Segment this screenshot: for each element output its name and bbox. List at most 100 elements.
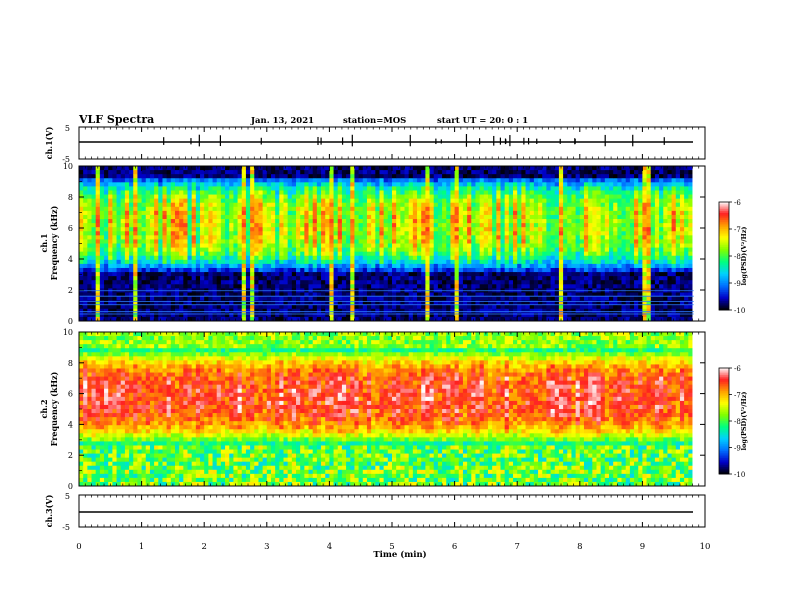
spectrogram-cell bbox=[558, 210, 564, 216]
spectrogram-cell bbox=[487, 243, 493, 248]
spectrogram-cell bbox=[496, 178, 501, 183]
spectrogram-cell bbox=[362, 223, 368, 228]
spectrogram-cell bbox=[588, 194, 593, 200]
spectrogram-cell bbox=[513, 186, 518, 191]
spectrogram-cell bbox=[195, 186, 201, 191]
spectrogram-cell bbox=[579, 174, 585, 179]
spectrogram-cell bbox=[404, 198, 410, 204]
spectrogram-cell bbox=[546, 280, 551, 285]
spectrogram-cell bbox=[425, 239, 430, 244]
spectrogram-cell bbox=[500, 312, 506, 318]
spectrogram-cell bbox=[283, 210, 289, 216]
spectrogram-cell bbox=[371, 198, 376, 204]
spectrogram-cell bbox=[279, 227, 284, 232]
spectrogram-cell bbox=[454, 219, 460, 224]
spectrogram-cell bbox=[421, 267, 426, 273]
spectrogram-cell bbox=[379, 300, 385, 306]
spectrogram-cell bbox=[270, 304, 276, 310]
spectrogram-cell bbox=[354, 308, 360, 314]
spectrogram-cell bbox=[166, 251, 172, 257]
spectrogram-cell bbox=[241, 247, 247, 253]
spectrogram-cell bbox=[421, 272, 426, 277]
spectrogram-cell bbox=[425, 255, 430, 261]
spectrogram-cell bbox=[442, 251, 447, 257]
spectrogram-cell bbox=[254, 190, 259, 195]
spectrogram-cell bbox=[216, 170, 222, 175]
spectrogram-cell bbox=[120, 174, 126, 179]
spectrogram-cell bbox=[179, 316, 184, 322]
spectrogram-cell bbox=[133, 259, 138, 265]
spectrogram-cell bbox=[487, 194, 493, 200]
spectrogram-cell bbox=[471, 276, 476, 281]
spectrogram-cell bbox=[129, 174, 134, 179]
spectrogram-cell bbox=[525, 202, 531, 208]
spectrogram-cell bbox=[588, 251, 593, 257]
spectrogram-cell bbox=[467, 186, 472, 191]
spectrogram-cell bbox=[400, 198, 405, 204]
spectrogram-cell bbox=[200, 174, 205, 179]
spectrogram-cell bbox=[396, 267, 401, 273]
spectrogram-cell bbox=[596, 219, 602, 224]
spectrogram-cell bbox=[291, 296, 297, 302]
spectrogram-cell bbox=[325, 178, 330, 183]
spectrogram-cell bbox=[337, 206, 343, 212]
spectrogram-cell bbox=[529, 284, 535, 289]
spectrogram-cell bbox=[513, 267, 518, 273]
spectrogram-cell bbox=[216, 223, 222, 228]
spectrogram-cell bbox=[279, 194, 284, 200]
spectrogram-cell bbox=[108, 239, 113, 244]
spectrogram-cell bbox=[99, 174, 105, 179]
spectrogram-cell bbox=[425, 263, 430, 269]
spectrogram-cell bbox=[154, 247, 159, 253]
spectrogram-cell bbox=[183, 174, 188, 179]
spectrogram-cell bbox=[550, 312, 556, 318]
spectrogram-cell bbox=[479, 247, 485, 253]
spectrogram-cell bbox=[513, 206, 518, 212]
spectrogram-cell bbox=[266, 251, 272, 257]
spectrogram-cell bbox=[262, 308, 268, 314]
spectrogram-cell bbox=[350, 304, 355, 310]
spectrogram-cell bbox=[312, 239, 318, 244]
spectrogram-cell bbox=[533, 219, 539, 224]
spectrogram-cell bbox=[283, 263, 289, 269]
spectrogram-cell bbox=[174, 284, 180, 289]
spectrogram-cell bbox=[346, 170, 351, 175]
spectrogram-cell bbox=[471, 263, 476, 269]
spectrogram-cell bbox=[575, 300, 581, 306]
spectrogram-cell bbox=[116, 231, 122, 236]
spectrogram-cell bbox=[258, 202, 264, 208]
spectrogram-cell bbox=[475, 166, 481, 171]
spectrogram-cell bbox=[383, 284, 389, 289]
spectrogram-cell bbox=[129, 263, 134, 269]
spectrogram-cell bbox=[404, 214, 410, 220]
spectrogram-cell bbox=[596, 182, 602, 187]
spectrogram-cell bbox=[154, 219, 159, 224]
spectrogram-cell bbox=[162, 276, 168, 281]
spectrogram-cell bbox=[362, 227, 368, 232]
spectrogram-cell bbox=[558, 243, 564, 248]
spectrogram-cell bbox=[567, 202, 572, 208]
spectrogram-cell bbox=[266, 227, 272, 232]
spectrogram-cell bbox=[546, 190, 551, 195]
spectrogram-cell bbox=[308, 182, 314, 187]
spectrogram-cell bbox=[404, 210, 410, 216]
spectrogram-cell bbox=[366, 182, 372, 187]
spectrogram-cell bbox=[479, 206, 485, 212]
spectrogram-cell bbox=[433, 292, 439, 297]
spectrogram-cell bbox=[216, 276, 222, 281]
spectrogram-cell bbox=[79, 227, 84, 232]
spectrogram-cell bbox=[579, 243, 585, 248]
spectrogram-cell bbox=[191, 235, 197, 240]
spectrogram-cell bbox=[212, 219, 218, 224]
spectrogram-cell bbox=[479, 304, 485, 310]
spectrogram-cell bbox=[275, 206, 280, 212]
spectrogram-cell bbox=[483, 186, 489, 191]
spectrogram-cell bbox=[308, 267, 314, 273]
spectrogram-cell bbox=[392, 259, 397, 265]
spectrogram-cell bbox=[216, 255, 222, 261]
spectrogram-cell bbox=[487, 284, 493, 289]
spectrogram-cell bbox=[270, 239, 276, 244]
spectrogram-cell bbox=[354, 255, 360, 261]
spectrogram-cell bbox=[429, 202, 435, 208]
spectrogram-cell bbox=[362, 259, 368, 265]
